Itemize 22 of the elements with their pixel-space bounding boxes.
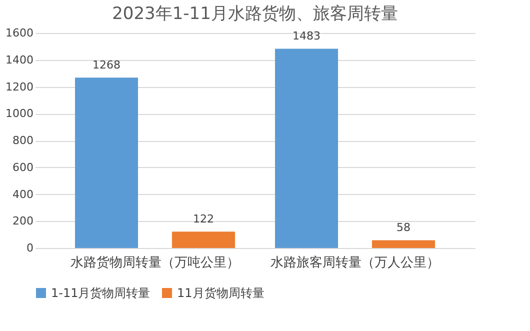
- x-tick-label: 水路旅客周转量（万人公里）: [270, 254, 440, 270]
- y-tick-label: 400: [12, 188, 34, 201]
- data-label: 122: [192, 212, 214, 226]
- data-label: 58: [396, 221, 410, 234]
- y-tick-label: 1600: [6, 26, 34, 40]
- bar: [372, 240, 435, 248]
- bar: [75, 78, 138, 248]
- y-tick-label: 1400: [6, 53, 34, 66]
- legend-label: 11月货物周转量: [177, 286, 264, 300]
- y-tick-label: 1200: [6, 80, 34, 94]
- x-tick-label: 水路货物周转量（万吨公里）: [70, 256, 240, 270]
- data-label: 1268: [92, 58, 121, 72]
- data-label: 1483: [292, 30, 321, 43]
- legend-label: 1-11月货物周转量: [51, 286, 150, 300]
- y-tick-label: 1000: [6, 107, 34, 120]
- y-tick-label: 800: [12, 134, 34, 147]
- bar: [275, 48, 338, 248]
- bar: [172, 232, 235, 248]
- y-tick-label: 200: [12, 214, 34, 228]
- chart-title: 2023年1-11月水路货物、旅客周转量: [112, 4, 398, 24]
- y-tick-label: 600: [12, 160, 34, 174]
- y-tick-label: 0: [26, 242, 34, 254]
